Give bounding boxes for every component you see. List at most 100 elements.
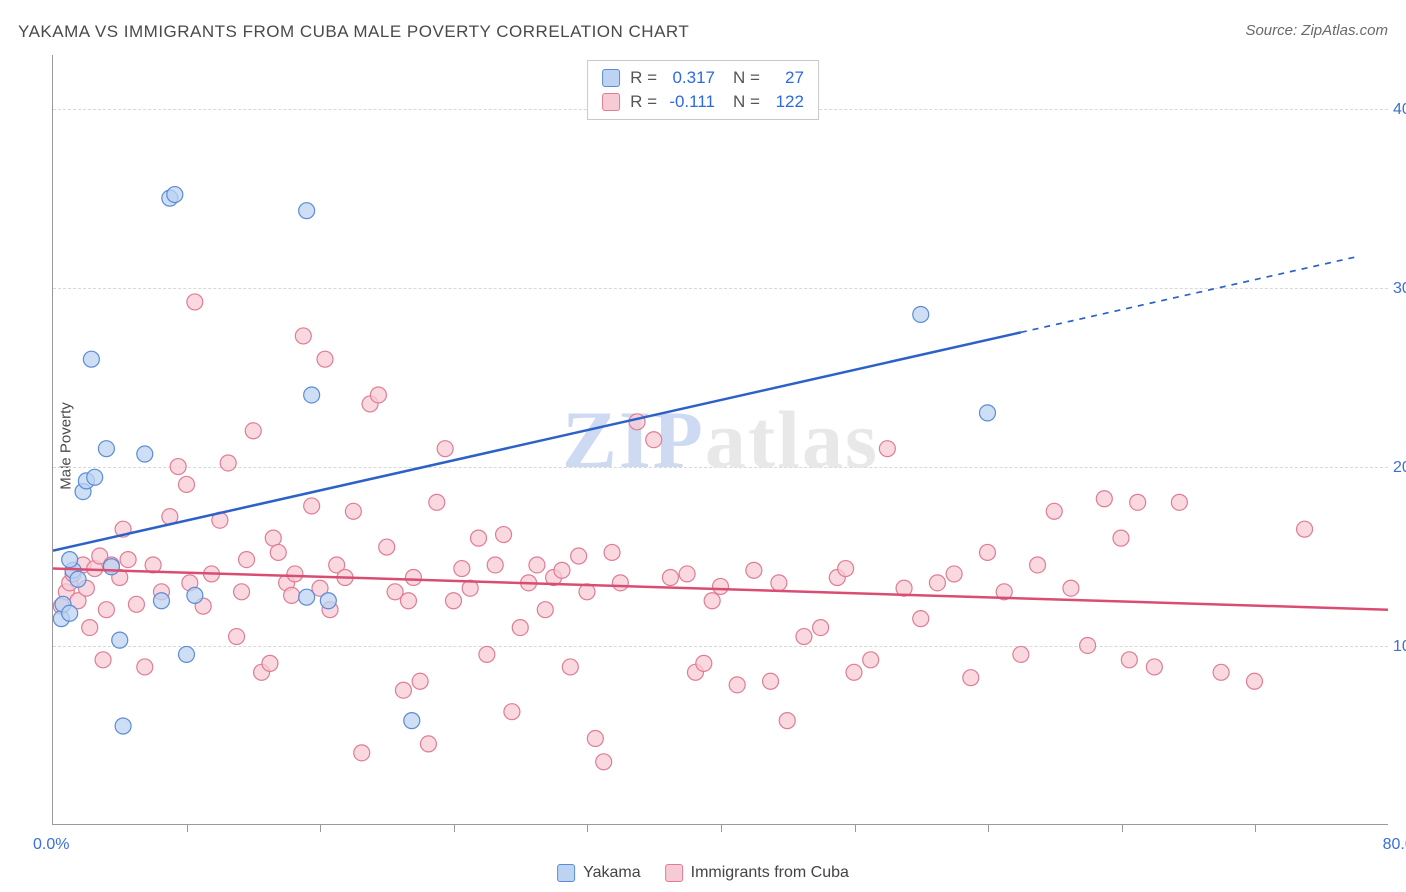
scatter-point xyxy=(704,593,720,609)
n-label: N = xyxy=(733,68,760,88)
x-axis-label-min: 0.0% xyxy=(33,836,69,854)
scatter-point xyxy=(115,718,131,734)
scatter-point xyxy=(120,552,136,568)
scatter-point xyxy=(1063,580,1079,596)
chart-title: YAKAMA VS IMMIGRANTS FROM CUBA MALE POVE… xyxy=(18,22,689,42)
scatter-point xyxy=(1013,646,1029,662)
scatter-point xyxy=(400,593,416,609)
scatter-point xyxy=(62,552,78,568)
scatter-point xyxy=(137,446,153,462)
scatter-point xyxy=(479,646,495,662)
x-tick xyxy=(1122,824,1123,832)
scatter-point xyxy=(562,659,578,675)
scatter-point xyxy=(234,584,250,600)
legend-swatch-cuba xyxy=(602,93,620,111)
scatter-point xyxy=(1130,494,1146,510)
scatter-point xyxy=(354,745,370,761)
correlation-legend: R = 0.317 N = 27 R = -0.111 N = 122 xyxy=(587,60,819,120)
scatter-point xyxy=(87,469,103,485)
r-label: R = xyxy=(630,68,657,88)
scatter-point xyxy=(1080,637,1096,653)
scatter-point xyxy=(167,187,183,203)
legend-label-yakama: Yakama xyxy=(583,864,641,882)
plot-area: ZIPatlas 0.0% 80.0% 10.0%20.0%30.0%40.0% xyxy=(52,55,1388,825)
legend-item-yakama: Yakama xyxy=(557,864,641,882)
scatter-point xyxy=(98,602,114,618)
scatter-point xyxy=(299,589,315,605)
scatter-point xyxy=(395,682,411,698)
scatter-point xyxy=(604,544,620,560)
x-tick xyxy=(320,824,321,832)
scatter-point xyxy=(437,441,453,457)
scatter-point xyxy=(304,387,320,403)
x-tick xyxy=(721,824,722,832)
scatter-point xyxy=(1046,503,1062,519)
scatter-point xyxy=(137,659,153,675)
scatter-point xyxy=(446,593,462,609)
scatter-point xyxy=(299,203,315,219)
scatter-point xyxy=(629,414,645,430)
scatter-point xyxy=(1113,530,1129,546)
scatter-point xyxy=(1171,494,1187,510)
scatter-point xyxy=(70,571,86,587)
scatter-point xyxy=(170,459,186,475)
x-axis-label-max: 80.0% xyxy=(1383,836,1406,854)
scatter-point xyxy=(979,405,995,421)
scatter-point xyxy=(405,569,421,585)
scatter-point xyxy=(771,575,787,591)
x-tick xyxy=(187,824,188,832)
scatter-point xyxy=(662,569,678,585)
scatter-point xyxy=(128,596,144,612)
scatter-point xyxy=(913,611,929,627)
scatter-point xyxy=(284,587,300,603)
n-value-yakama: 27 xyxy=(768,68,804,88)
scatter-point xyxy=(379,539,395,555)
x-tick xyxy=(855,824,856,832)
scatter-point xyxy=(879,441,895,457)
y-tick-label: 40.0% xyxy=(1393,101,1406,119)
x-tick xyxy=(1255,824,1256,832)
scatter-point xyxy=(82,620,98,636)
x-tick xyxy=(454,824,455,832)
scatter-point xyxy=(404,713,420,729)
scatter-point xyxy=(1121,652,1137,668)
scatter-point xyxy=(265,530,281,546)
scatter-point xyxy=(270,544,286,560)
scatter-point xyxy=(95,652,111,668)
legend-row-cuba: R = -0.111 N = 122 xyxy=(602,90,804,114)
scatter-point xyxy=(179,476,195,492)
series-legend: Yakama Immigrants from Cuba xyxy=(557,864,849,882)
scatter-point xyxy=(1246,673,1262,689)
scatter-point xyxy=(262,655,278,671)
scatter-point xyxy=(112,632,128,648)
source-label: Source: ZipAtlas.com xyxy=(1245,22,1388,39)
scatter-point xyxy=(320,593,336,609)
scatter-svg xyxy=(53,55,1388,824)
scatter-point xyxy=(763,673,779,689)
scatter-point xyxy=(712,578,728,594)
legend-swatch-yakama xyxy=(602,69,620,87)
trend-line xyxy=(53,569,1388,610)
scatter-point xyxy=(863,652,879,668)
scatter-point xyxy=(1213,664,1229,680)
scatter-point xyxy=(98,441,114,457)
scatter-point xyxy=(679,566,695,582)
n-label: N = xyxy=(733,92,760,112)
r-value-yakama: 0.317 xyxy=(665,68,715,88)
scatter-point xyxy=(245,423,261,439)
x-tick xyxy=(587,824,588,832)
scatter-point xyxy=(554,562,570,578)
scatter-point xyxy=(504,704,520,720)
scatter-point xyxy=(295,328,311,344)
legend-row-yakama: R = 0.317 N = 27 xyxy=(602,66,804,90)
scatter-point xyxy=(287,566,303,582)
scatter-point xyxy=(587,731,603,747)
scatter-point xyxy=(779,713,795,729)
scatter-point xyxy=(62,605,78,621)
y-tick-label: 30.0% xyxy=(1393,280,1406,298)
legend-item-cuba: Immigrants from Cuba xyxy=(665,864,849,882)
scatter-point xyxy=(496,527,512,543)
scatter-point xyxy=(746,562,762,578)
scatter-point xyxy=(345,503,361,519)
x-tick xyxy=(988,824,989,832)
